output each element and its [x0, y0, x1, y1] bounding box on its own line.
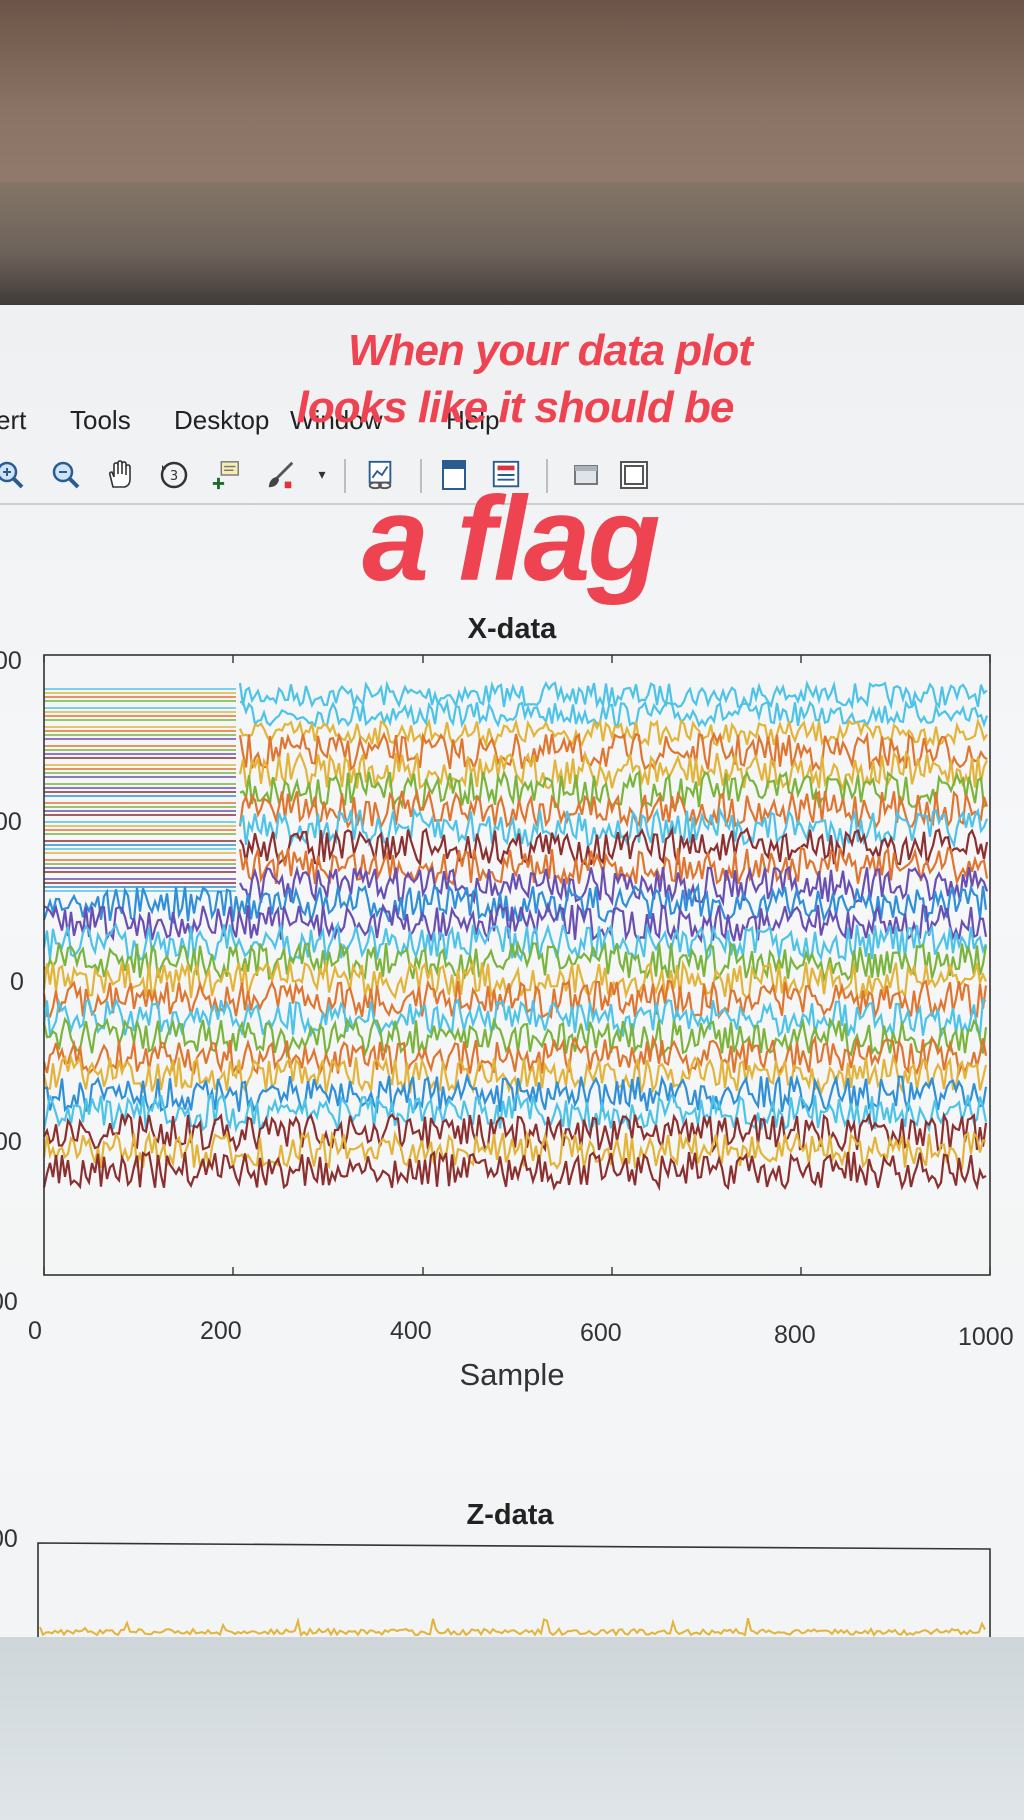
dropdown-arrow-icon[interactable]: ▾: [318, 467, 326, 483]
brush-icon[interactable]: [264, 459, 296, 491]
toolbar-separator: [344, 459, 346, 493]
toolbar-separator: [420, 459, 422, 493]
axes-box: [37, 1542, 991, 1637]
z-data-axes[interactable]: [0, 1531, 1024, 1637]
series-line: [42, 921, 988, 963]
background-wall: [0, 0, 1024, 182]
y-tick-label: 00: [0, 1525, 18, 1553]
insert-legend-icon[interactable]: [490, 459, 522, 491]
series-line: [43, 940, 988, 983]
pan-hand-icon[interactable]: [104, 459, 136, 491]
insert-colorbar-icon[interactable]: [440, 459, 472, 491]
series-line: [238, 788, 989, 830]
x-axis-label: Sample: [459, 1357, 565, 1392]
caption-line-3: a flag: [362, 472, 660, 606]
y-tick-label: 0: [10, 968, 24, 996]
caption-line-1: When your data plot: [348, 326, 753, 375]
series-line: [43, 1072, 988, 1116]
series-line: [240, 698, 989, 729]
x-tick-label: 800: [774, 1321, 816, 1349]
y-tick-label: 00: [0, 647, 22, 675]
monitor-bezel: [0, 182, 1024, 312]
show-plot-tools-icon[interactable]: [618, 459, 650, 491]
data-cursor-icon[interactable]: [210, 459, 242, 491]
series-line: [238, 717, 988, 749]
series-line: [42, 979, 988, 1021]
figure-toolbar: 3 ▾: [0, 455, 1024, 497]
series-line: [42, 882, 988, 925]
series-line: [238, 846, 989, 886]
series-line: [238, 731, 988, 772]
caption-line-2: looks like it should be: [296, 383, 735, 432]
y-tick-label: 00: [0, 1128, 22, 1156]
x-tick-label: 200: [200, 1317, 242, 1345]
series-line: [39, 1616, 986, 1637]
axes-box: [43, 654, 991, 1276]
svg-text:3: 3: [170, 469, 178, 484]
menu-window[interactable]: Window: [290, 405, 383, 435]
x-tick-label: 1000: [958, 1323, 1014, 1351]
zoom-out-icon[interactable]: [50, 459, 82, 491]
menu-desktop[interactable]: Desktop: [174, 405, 270, 435]
series-line: [42, 1092, 988, 1134]
series-line: [42, 1053, 988, 1097]
menu-insert[interactable]: ert: [0, 405, 27, 435]
toolbar-divider: [0, 503, 1024, 505]
series-line: [238, 679, 988, 711]
series-line: [43, 901, 988, 944]
hide-plot-tools-icon[interactable]: [570, 459, 602, 491]
series-line: [239, 865, 989, 907]
series-line: [42, 1034, 988, 1078]
zoom-in-icon[interactable]: [0, 459, 26, 491]
series-line: [238, 750, 988, 793]
background-desk: [0, 1637, 1024, 1820]
series-line: [42, 1016, 988, 1059]
y-tick-label: 00: [0, 1288, 18, 1316]
x-tick-label: 400: [390, 1317, 432, 1345]
series-line: [43, 1111, 988, 1154]
y-tick-label: 00: [0, 808, 22, 836]
series-line: [42, 1150, 987, 1192]
x-data-title: X-data: [467, 613, 557, 645]
toolbar-separator: [546, 459, 548, 493]
x-tick-label: 0: [28, 1317, 42, 1345]
x-data-axes[interactable]: [0, 645, 1024, 1305]
x-tick-label: 600: [580, 1319, 622, 1347]
link-plot-icon[interactable]: [364, 459, 396, 491]
menu-tools[interactable]: Tools: [70, 405, 131, 435]
matlab-figure-window: ert Tools Desktop Window Help 3 ▾: [0, 305, 1024, 1637]
menu-help[interactable]: Help: [446, 405, 500, 435]
series-line: [239, 825, 989, 868]
z-data-title: Z-data: [466, 1499, 554, 1531]
series-line: [238, 806, 989, 849]
rotate-3d-icon[interactable]: 3: [158, 459, 190, 491]
